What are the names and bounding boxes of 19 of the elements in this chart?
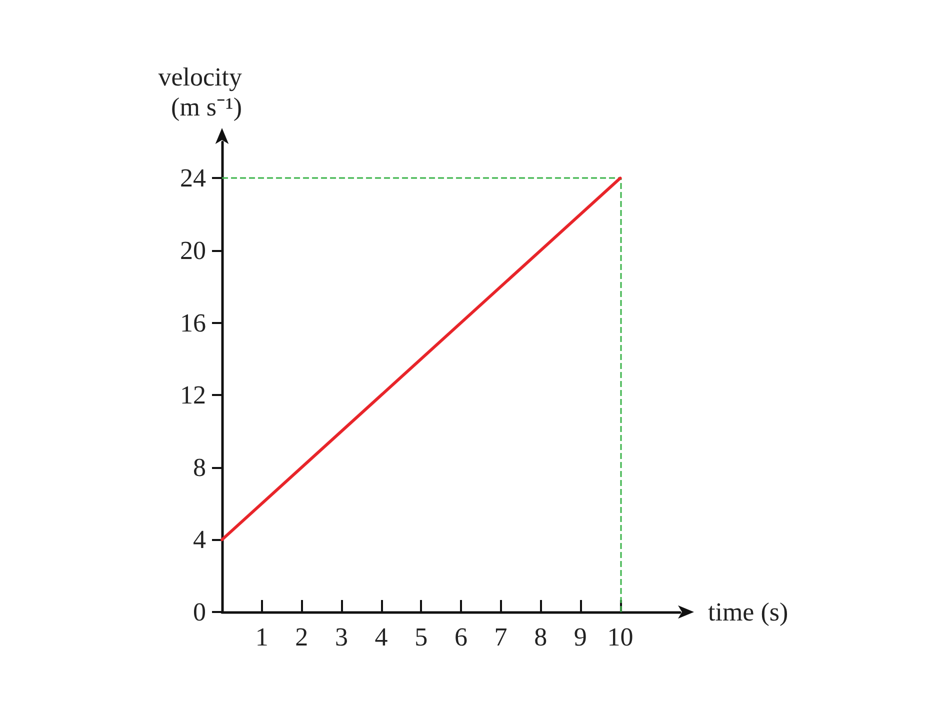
x-tick-label: 5 xyxy=(414,622,428,652)
x-tick-label: 8 xyxy=(534,622,548,652)
x-tick-label: 7 xyxy=(494,622,508,652)
x-tick-label: 6 xyxy=(454,622,468,652)
y-tick-label: 0 xyxy=(193,598,206,626)
x-tick-label: 4 xyxy=(374,622,388,652)
y-axis-title: velocity (m s⁻¹) xyxy=(158,62,242,122)
x-tick-label: 10 xyxy=(607,622,634,652)
y-tick-label: 20 xyxy=(180,236,206,265)
y-tick-label: 16 xyxy=(180,308,206,338)
y-tick-label: 8 xyxy=(193,452,206,482)
x-tick-label: 2 xyxy=(295,622,308,652)
y-tick-label: 4 xyxy=(193,525,206,554)
x-tick-label: 9 xyxy=(574,622,587,652)
x-tick-label: 1 xyxy=(255,622,268,652)
y-tick-label: 24 xyxy=(180,164,206,193)
y-tick-label: 12 xyxy=(180,380,206,410)
x-tick-label: 3 xyxy=(334,622,348,652)
x-axis-title: time (s) xyxy=(708,598,788,626)
